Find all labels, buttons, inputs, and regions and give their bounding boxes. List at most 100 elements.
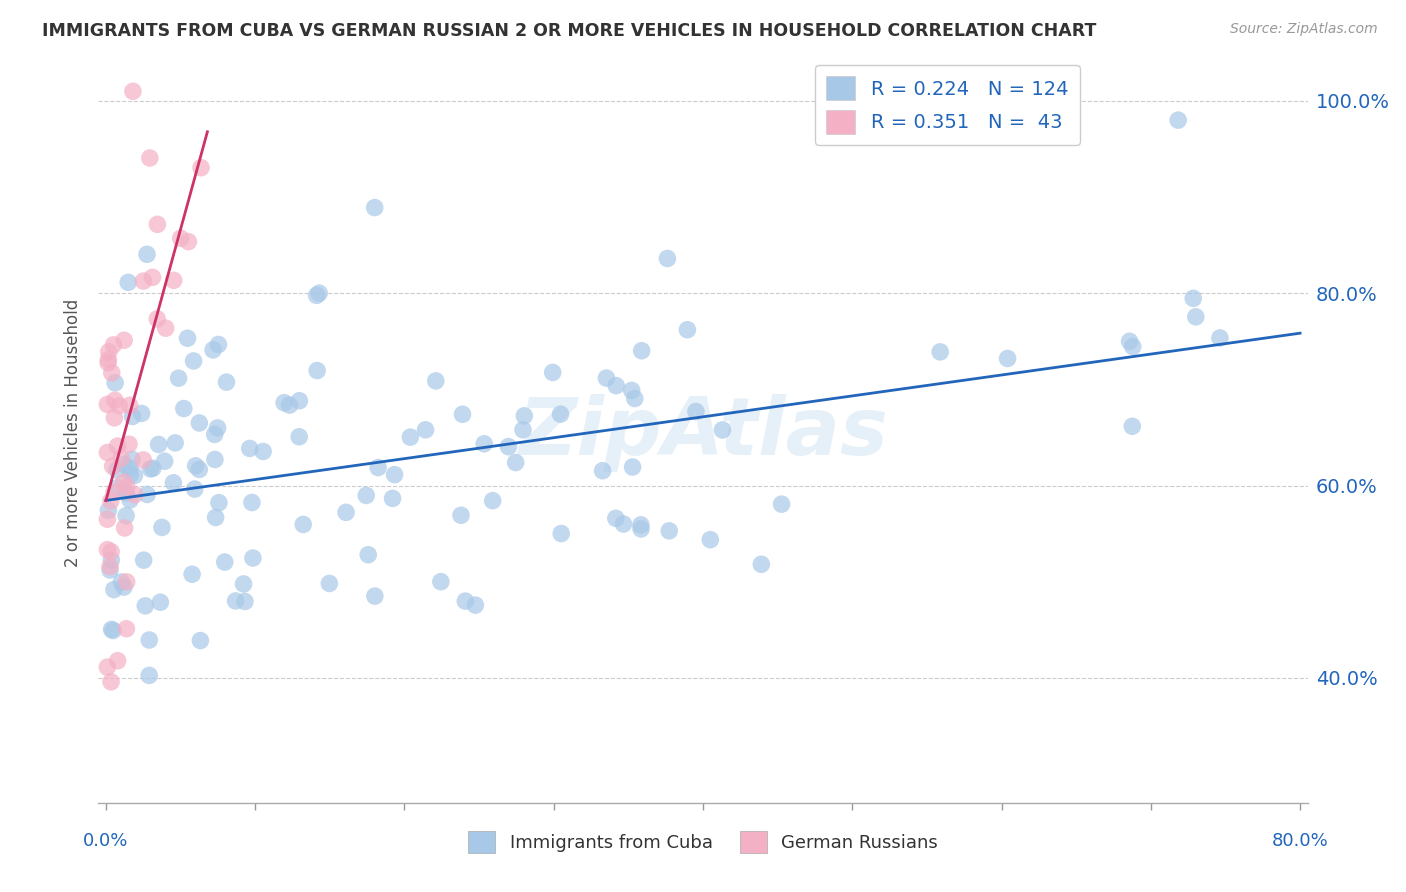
- Point: [132, 453, 155, 467]
- Point: [273, 395, 295, 409]
- Point: [605, 378, 627, 392]
- Point: [104, 393, 127, 408]
- Point: [685, 404, 707, 418]
- Point: [108, 399, 131, 413]
- Point: [110, 451, 132, 466]
- Point: [121, 452, 143, 467]
- Point: [363, 201, 385, 215]
- Point: [107, 654, 129, 668]
- Point: [595, 371, 617, 385]
- Point: [184, 458, 207, 473]
- Point: [112, 475, 135, 490]
- Point: [139, 151, 162, 165]
- Point: [498, 440, 520, 454]
- Point: [118, 398, 141, 412]
- Point: [541, 366, 564, 380]
- Point: [117, 276, 139, 290]
- Point: [142, 461, 165, 475]
- Point: [96, 445, 118, 459]
- Point: [96, 512, 118, 526]
- Point: [307, 363, 329, 377]
- Point: [620, 384, 643, 398]
- Point: [367, 460, 389, 475]
- Text: IMMIGRANTS FROM CUBA VS GERMAN RUSSIAN 2 OR MORE VEHICLES IN HOUSEHOLD CORRELATI: IMMIGRANTS FROM CUBA VS GERMAN RUSSIAN 2…: [42, 22, 1097, 40]
- Point: [162, 475, 184, 490]
- Point: [176, 331, 198, 345]
- Point: [450, 508, 472, 523]
- Point: [207, 421, 229, 435]
- Point: [115, 480, 138, 494]
- Point: [1209, 331, 1232, 345]
- Y-axis label: 2 or more Vehicles in Household: 2 or more Vehicles in Household: [65, 299, 83, 566]
- Point: [354, 488, 377, 502]
- Point: [118, 461, 141, 475]
- Point: [112, 333, 135, 347]
- Point: [364, 589, 387, 603]
- Point: [96, 397, 118, 411]
- Point: [292, 517, 315, 532]
- Point: [115, 508, 138, 523]
- Point: [134, 599, 156, 613]
- Point: [173, 401, 195, 416]
- Point: [676, 323, 699, 337]
- Point: [1121, 419, 1143, 434]
- Point: [208, 496, 231, 510]
- Text: 0.0%: 0.0%: [83, 832, 128, 850]
- Point: [357, 548, 380, 562]
- Point: [107, 480, 129, 494]
- Point: [630, 522, 652, 536]
- Point: [592, 464, 614, 478]
- Point: [131, 407, 153, 421]
- Point: [612, 516, 634, 531]
- Point: [233, 594, 256, 608]
- Point: [657, 252, 679, 266]
- Point: [100, 623, 122, 637]
- Point: [149, 595, 172, 609]
- Point: [399, 430, 422, 444]
- Point: [165, 436, 187, 450]
- Point: [181, 567, 204, 582]
- Point: [1122, 339, 1144, 353]
- Point: [177, 235, 200, 249]
- Point: [318, 576, 340, 591]
- Point: [207, 337, 229, 351]
- Point: [188, 462, 211, 476]
- Point: [132, 274, 155, 288]
- Point: [288, 393, 311, 408]
- Point: [100, 553, 122, 567]
- Point: [623, 392, 645, 406]
- Point: [242, 551, 264, 566]
- Point: [105, 463, 128, 477]
- Point: [1185, 310, 1208, 324]
- Point: [136, 487, 159, 501]
- Point: [630, 517, 652, 532]
- Point: [146, 311, 169, 326]
- Point: [97, 356, 120, 370]
- Point: [118, 437, 141, 451]
- Point: [505, 456, 527, 470]
- Point: [749, 558, 772, 572]
- Point: [214, 555, 236, 569]
- Point: [335, 505, 357, 519]
- Point: [98, 559, 121, 574]
- Point: [384, 467, 406, 482]
- Point: [132, 553, 155, 567]
- Point: [190, 161, 212, 175]
- Point: [288, 430, 311, 444]
- Point: [308, 286, 330, 301]
- Point: [163, 273, 186, 287]
- Point: [138, 633, 160, 648]
- Point: [430, 574, 453, 589]
- Point: [550, 407, 572, 421]
- Point: [232, 577, 254, 591]
- Point: [240, 495, 263, 509]
- Legend: Immigrants from Cuba, German Russians: Immigrants from Cuba, German Russians: [461, 824, 945, 861]
- Point: [150, 520, 173, 534]
- Point: [97, 503, 120, 517]
- Text: Source: ZipAtlas.com: Source: ZipAtlas.com: [1230, 22, 1378, 37]
- Point: [204, 510, 226, 524]
- Point: [136, 247, 159, 261]
- Point: [699, 533, 721, 547]
- Point: [415, 423, 437, 437]
- Point: [100, 674, 122, 689]
